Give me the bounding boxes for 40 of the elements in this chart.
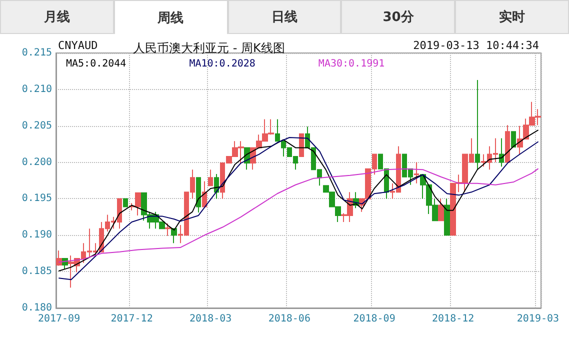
candlestick [123, 198, 128, 208]
candlestick [511, 131, 516, 148]
x-tick-label: 2019-03 [516, 314, 560, 324]
x-tick-label: 2018-09 [353, 314, 396, 324]
x-tick-label: 2017-12 [110, 314, 153, 324]
candlestick [475, 79, 480, 170]
candlestick [414, 162, 419, 184]
x-tick-label: 2018-06 [268, 314, 310, 324]
candlestick [444, 198, 450, 236]
x-tick-label: 2018-03 [190, 314, 232, 324]
text: 周线 [114, 0, 228, 34]
candlestick [438, 198, 444, 222]
y-tick-label: 0.215 [22, 48, 52, 58]
chart-subtitle: CNYAUD [58, 39, 98, 52]
text: 30分 [341, 0, 456, 34]
y-tick-label: 0.205 [22, 120, 52, 132]
y-tick-label: 0.210 [22, 84, 52, 95]
text: 日线 [228, 0, 342, 34]
text: 月线 [0, 0, 114, 34]
candlestick [499, 138, 504, 168]
y-tick-label: 0.190 [22, 230, 52, 241]
text: MA10:0.2028 [189, 58, 256, 70]
y-tick-label: 0.195 [22, 193, 52, 204]
x-tick-label: 2018-12 [432, 314, 474, 324]
candlestick [505, 124, 510, 163]
text: 实时 [455, 0, 569, 34]
chart-title: 人民币澳大利亚元 - 周K线图 [133, 41, 285, 55]
text: MA30:0.1991 [318, 58, 385, 70]
y-tick-label: 0.185 [22, 266, 52, 278]
line-series [58, 168, 538, 263]
y-tick-label: 0.180 [22, 302, 52, 314]
candlestick [275, 118, 280, 142]
x-tick-label: 2017-09 [38, 314, 80, 324]
text: 2019-03-13 10:44:34 [413, 39, 540, 52]
candlestick [165, 222, 171, 236]
text: MA5:0.2044 [66, 58, 126, 70]
candlestick [196, 177, 201, 214]
candlestick [299, 133, 304, 157]
y-tick-label: 0.200 [22, 156, 52, 168]
candlestick [208, 169, 213, 186]
